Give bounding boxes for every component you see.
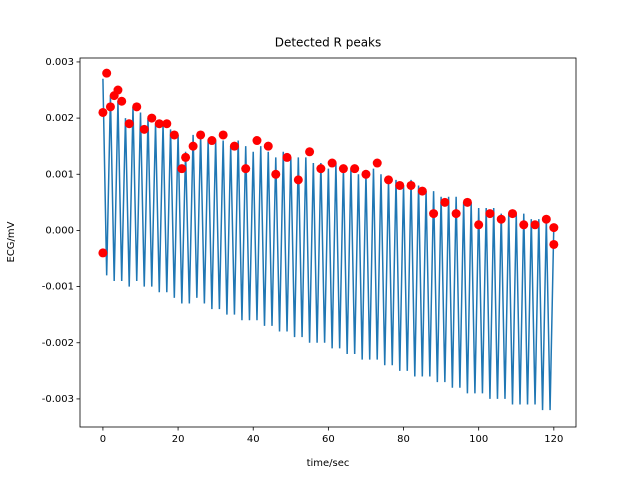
r-peak xyxy=(263,141,273,151)
ecg-line xyxy=(102,78,555,411)
r-peak xyxy=(350,164,360,174)
x-axis-label: time/sec xyxy=(307,458,350,469)
r-peak xyxy=(98,107,108,117)
y-tick-label: 0.003 xyxy=(45,57,74,68)
r-peak xyxy=(169,130,179,140)
r-peak xyxy=(462,197,472,207)
r-peak xyxy=(207,136,217,146)
x-tick-label: 40 xyxy=(247,434,260,445)
r-peak xyxy=(98,248,108,258)
r-peak xyxy=(417,186,427,196)
r-peak xyxy=(147,113,157,123)
r-peak xyxy=(395,180,405,190)
y-tick-label: -0.001 xyxy=(42,282,74,293)
r-peak xyxy=(117,96,127,106)
r-peak xyxy=(530,220,540,230)
r-peak xyxy=(429,209,439,219)
r-peak xyxy=(361,169,371,179)
r-peak xyxy=(124,119,134,129)
r-peak xyxy=(139,124,149,134)
r-peak xyxy=(305,147,315,157)
r-peak xyxy=(338,164,348,174)
y-tick-label: -0.003 xyxy=(42,394,74,405)
y-tick-label: 0.002 xyxy=(45,113,74,124)
r-peak xyxy=(406,180,416,190)
r-peak xyxy=(519,220,529,230)
r-peak xyxy=(293,175,303,185)
x-tick-label: 0 xyxy=(100,434,106,445)
r-peak xyxy=(440,197,450,207)
r-peak xyxy=(252,136,262,146)
r-peak xyxy=(327,158,337,168)
r-peak xyxy=(316,164,326,174)
r-peak xyxy=(271,169,281,179)
x-tick-label: 60 xyxy=(322,434,335,445)
r-peak xyxy=(229,141,239,151)
y-tick-label: 0.001 xyxy=(45,169,74,180)
r-peak xyxy=(282,152,292,162)
r-peak xyxy=(451,209,461,219)
r-peak xyxy=(177,164,187,174)
r-peak xyxy=(507,209,517,219)
r-peak xyxy=(218,130,228,140)
x-tick-label: 80 xyxy=(397,434,410,445)
r-peak xyxy=(181,152,191,162)
x-tick-label: 100 xyxy=(469,434,488,445)
r-peak xyxy=(474,220,484,230)
r-peak xyxy=(541,214,551,224)
r-peak xyxy=(496,214,506,224)
r-peak xyxy=(383,175,393,185)
y-axis-label: ECG/mV xyxy=(6,221,17,262)
r-peak xyxy=(105,102,115,112)
chart-title: Detected R peaks xyxy=(275,36,382,50)
r-peak xyxy=(188,141,198,151)
plot-area xyxy=(98,68,559,411)
r-peak xyxy=(162,119,172,129)
r-peak xyxy=(113,85,123,95)
r-peak xyxy=(241,164,251,174)
r-peak xyxy=(549,239,559,249)
r-peak xyxy=(196,130,206,140)
r-peak xyxy=(132,102,142,112)
r-peak xyxy=(372,158,382,168)
y-tick-label: -0.002 xyxy=(42,338,74,349)
r-peak xyxy=(549,223,559,233)
x-tick-label: 20 xyxy=(172,434,185,445)
r-peak xyxy=(154,119,164,129)
r-peak xyxy=(485,209,495,219)
r-peak xyxy=(102,68,112,78)
y-tick-label: 0.000 xyxy=(45,225,74,236)
x-tick-label: 120 xyxy=(544,434,563,445)
